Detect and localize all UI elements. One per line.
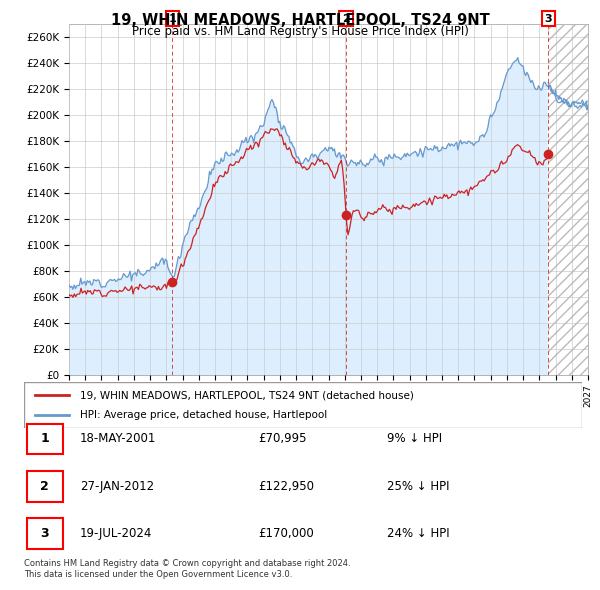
- Text: 3: 3: [40, 527, 49, 540]
- Text: 27-JAN-2012: 27-JAN-2012: [80, 480, 154, 493]
- FancyBboxPatch shape: [27, 471, 63, 502]
- Text: 2: 2: [342, 14, 350, 24]
- Text: 19, WHIN MEADOWS, HARTLEPOOL, TS24 9NT: 19, WHIN MEADOWS, HARTLEPOOL, TS24 9NT: [110, 13, 490, 28]
- Text: 24% ↓ HPI: 24% ↓ HPI: [387, 527, 449, 540]
- Text: 9% ↓ HPI: 9% ↓ HPI: [387, 432, 442, 445]
- Text: 19, WHIN MEADOWS, HARTLEPOOL, TS24 9NT (detached house): 19, WHIN MEADOWS, HARTLEPOOL, TS24 9NT (…: [80, 390, 413, 400]
- Text: 19-JUL-2024: 19-JUL-2024: [80, 527, 152, 540]
- Text: Price paid vs. HM Land Registry's House Price Index (HPI): Price paid vs. HM Land Registry's House …: [131, 25, 469, 38]
- Text: 1: 1: [40, 432, 49, 445]
- Text: £122,950: £122,950: [259, 480, 314, 493]
- Text: Contains HM Land Registry data © Crown copyright and database right 2024.: Contains HM Land Registry data © Crown c…: [24, 559, 350, 568]
- Text: £170,000: £170,000: [259, 527, 314, 540]
- Text: This data is licensed under the Open Government Licence v3.0.: This data is licensed under the Open Gov…: [24, 570, 292, 579]
- Text: 3: 3: [544, 14, 552, 24]
- FancyBboxPatch shape: [27, 518, 63, 549]
- Text: 1: 1: [169, 14, 176, 24]
- Text: 18-MAY-2001: 18-MAY-2001: [80, 432, 156, 445]
- Text: HPI: Average price, detached house, Hartlepool: HPI: Average price, detached house, Hart…: [80, 411, 327, 421]
- Text: 2: 2: [40, 480, 49, 493]
- FancyBboxPatch shape: [27, 424, 63, 454]
- Text: 25% ↓ HPI: 25% ↓ HPI: [387, 480, 449, 493]
- FancyBboxPatch shape: [24, 382, 582, 428]
- Text: £70,995: £70,995: [259, 432, 307, 445]
